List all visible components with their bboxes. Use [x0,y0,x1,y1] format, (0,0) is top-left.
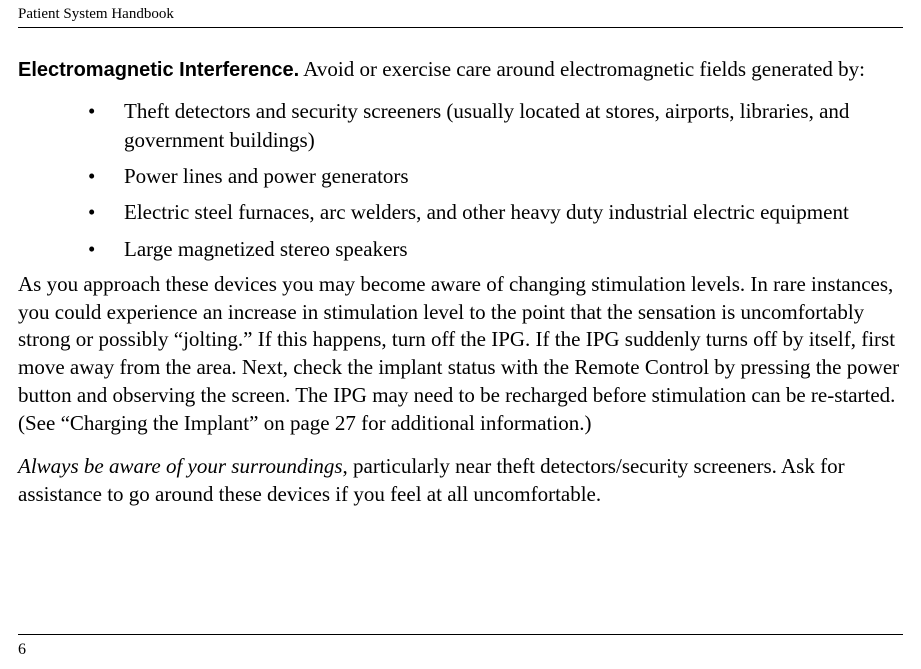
header-title: Patient System Handbook [18,6,174,22]
list-item: • Power lines and power generators [88,162,893,190]
bullet-icon: • [88,162,124,190]
section-heading: Electromagnetic Interference. [18,59,299,81]
section-intro: Electromagnetic Interference. Avoid or e… [18,56,903,83]
italic-lead: Always be aware of your surroundings [18,454,343,478]
page-header: Patient System Handbook [18,0,903,28]
body-paragraph-1: As you approach these devices you may be… [18,271,903,437]
page-number: 6 [18,641,26,659]
list-item: • Electric steel furnaces, arc welders, … [88,198,893,226]
list-item: • Theft detectors and security screeners… [88,97,893,154]
section-intro-text: Avoid or exercise care around electromag… [299,57,865,81]
list-item: • Large magnetized stereo speakers [88,235,893,263]
bullet-icon: • [88,97,124,154]
bullet-text: Large magnetized stereo speakers [124,235,408,263]
body-paragraph-2: Always be aware of your surroundings, pa… [18,453,903,508]
bullet-icon: • [88,235,124,263]
bullet-list: • Theft detectors and security screeners… [88,97,893,263]
footer-rule [18,634,903,635]
bullet-text: Electric steel furnaces, arc welders, an… [124,198,849,226]
bullet-text: Theft detectors and security screeners (… [124,97,893,154]
bullet-text: Power lines and power generators [124,162,409,190]
bullet-icon: • [88,198,124,226]
